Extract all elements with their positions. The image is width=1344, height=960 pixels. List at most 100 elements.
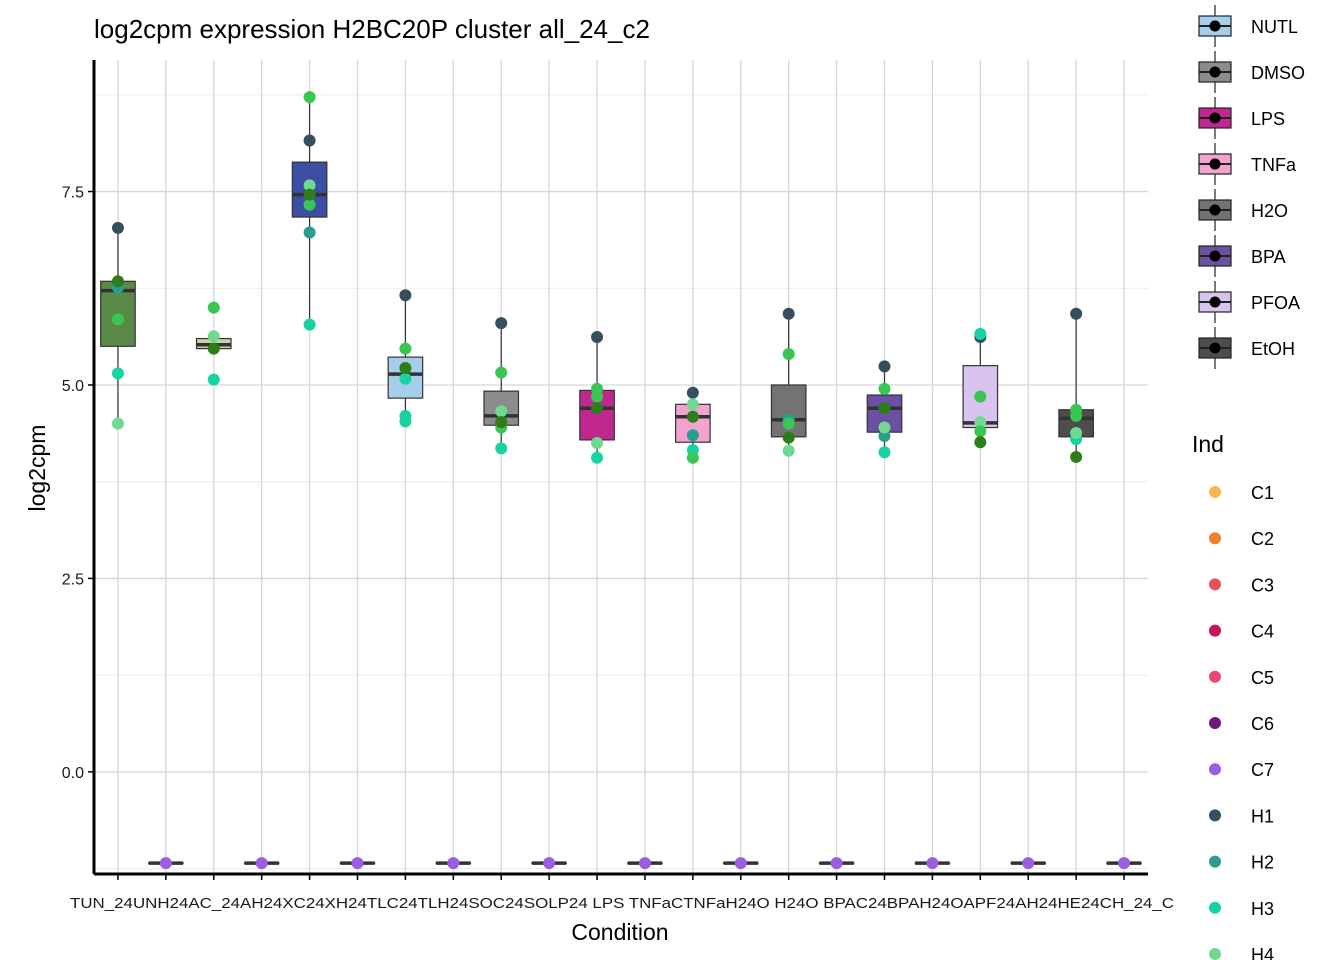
legend-label: C6 [1251, 714, 1274, 734]
legend-point-swatch [1209, 532, 1221, 545]
data-point [878, 446, 891, 459]
data-point [974, 436, 987, 449]
legend-label: TNFa [1251, 155, 1297, 175]
data-point [399, 372, 412, 385]
data-point [111, 313, 124, 326]
data-point [1070, 426, 1083, 439]
data-point [686, 398, 699, 411]
data-point [303, 91, 316, 104]
data-point [782, 431, 795, 444]
x-tick-labels: TUN_24UNH24AC_24AH24XC24XH24TLC24TLH24SO… [70, 895, 1174, 912]
legend-label: DMSO [1251, 63, 1305, 83]
legend-point-swatch [1209, 901, 1221, 914]
points-layer [111, 91, 1131, 870]
data-point [974, 327, 987, 340]
legend-label: H2O [1251, 201, 1288, 221]
data-point [207, 373, 220, 386]
legend-label: EtOH [1251, 339, 1295, 359]
data-point [399, 289, 412, 302]
legend-point-swatch [1209, 809, 1221, 822]
data-point [878, 402, 891, 415]
data-point [686, 410, 699, 423]
legend-key-point [1209, 66, 1221, 78]
data-point [207, 342, 220, 355]
data-point [399, 361, 412, 374]
legend-point-swatch [1209, 670, 1221, 683]
grid-lines [94, 60, 1148, 874]
data-point [782, 417, 795, 430]
legend-label: C3 [1251, 575, 1274, 595]
data-point [974, 416, 987, 429]
data-point [591, 390, 604, 403]
data-point [974, 425, 987, 438]
legend-label: C4 [1251, 622, 1274, 642]
data-point [303, 188, 316, 201]
data-point [495, 366, 508, 379]
data-point [1070, 409, 1083, 422]
data-point [686, 451, 699, 464]
data-point [926, 857, 939, 870]
data-point [974, 390, 987, 403]
data-point [782, 444, 795, 457]
data-point [399, 342, 412, 355]
data-point [111, 275, 124, 288]
data-point [782, 307, 795, 320]
y-axis-label: log2cpm [24, 425, 50, 512]
y-tick-label: 5.0 [62, 378, 84, 395]
legend-key-point [1209, 112, 1221, 124]
legend-label: H2 [1251, 853, 1274, 873]
legend-point-swatch [1209, 948, 1221, 960]
legend-label: H3 [1251, 899, 1274, 919]
data-point [638, 857, 651, 870]
data-point [830, 857, 843, 870]
condition-legend: NUTL DMSO LPS TNFa H2O BPA PFOA EtOH [1198, 5, 1305, 369]
data-point [878, 430, 891, 443]
legend-point-swatch [1209, 486, 1221, 498]
data-point [686, 429, 699, 442]
boxes-layer [100, 97, 1142, 865]
legend-point-swatch [1209, 717, 1221, 729]
legend-key-point [1209, 296, 1221, 308]
chart-title: log2cpm expression H2BC20P cluster all_2… [94, 14, 650, 44]
data-point [1070, 450, 1083, 463]
data-point [303, 226, 316, 239]
data-point [303, 198, 316, 211]
data-point [878, 421, 891, 434]
legend-key-point [1209, 158, 1221, 170]
data-point [543, 857, 556, 870]
ind-legend-title: Ind [1192, 431, 1224, 457]
data-point [303, 179, 316, 192]
data-point [111, 417, 124, 430]
data-point [495, 442, 508, 455]
legend-label: C5 [1251, 668, 1274, 688]
data-point [399, 409, 412, 422]
legend-label: H4 [1251, 945, 1274, 960]
legend-key-point [1209, 250, 1221, 262]
legend-key-point [1209, 20, 1221, 32]
legend-label: LPS [1251, 109, 1285, 129]
data-point [734, 857, 747, 870]
legend-point-swatch [1209, 578, 1221, 591]
ind-legend: C1 C2 C3 C4 C5 C6 C7 H1 H2 H3 H4 [1209, 483, 1274, 960]
data-point [495, 405, 508, 418]
data-point [303, 318, 316, 331]
legend-key-point [1209, 204, 1221, 216]
data-point [447, 857, 460, 870]
data-point [207, 301, 220, 314]
data-point [303, 134, 316, 147]
y-tick-label: 2.5 [62, 571, 84, 588]
legend-key-point [1209, 342, 1221, 354]
data-point [351, 857, 364, 870]
legend-label: C7 [1251, 760, 1274, 780]
legend-point-swatch [1209, 855, 1221, 868]
data-point [591, 451, 604, 464]
data-point [495, 317, 508, 330]
data-point [1022, 857, 1035, 870]
data-point [591, 437, 604, 450]
data-point [111, 367, 124, 380]
data-point [591, 331, 604, 344]
legend-label: C1 [1251, 483, 1274, 503]
data-point [878, 360, 891, 373]
data-point [686, 386, 699, 399]
